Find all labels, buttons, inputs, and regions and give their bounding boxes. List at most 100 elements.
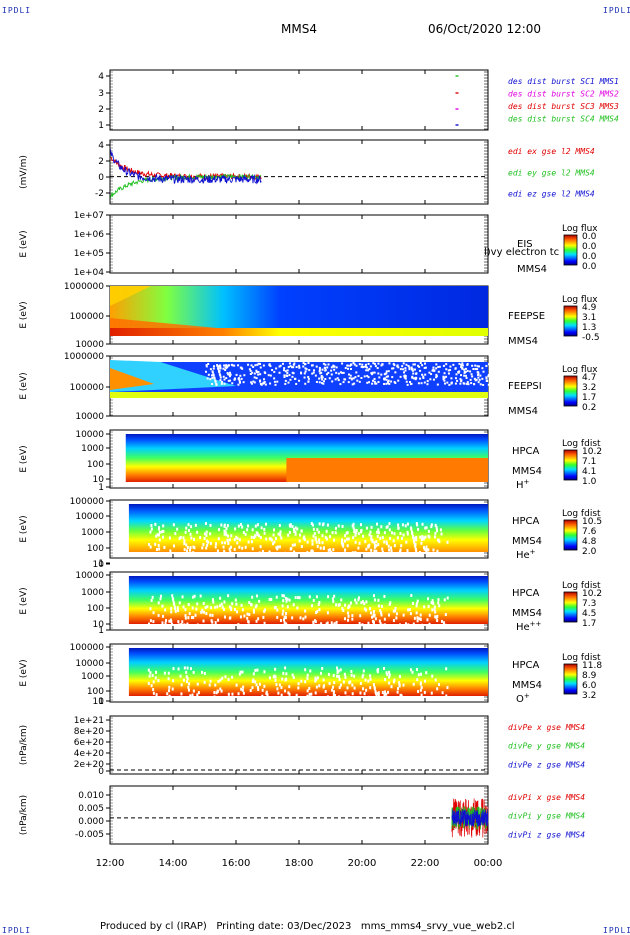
y-tick-label: 1 (98, 483, 104, 493)
colorbar-tick-label: 8.9 (582, 671, 597, 681)
feepsi-gap (403, 376, 406, 379)
hpca-gap (347, 614, 350, 618)
hpca-gap (367, 621, 370, 625)
hpca-gap (379, 609, 382, 613)
hpca-gap (409, 612, 412, 616)
feepse-corner (110, 286, 151, 306)
hpca-gap (357, 532, 360, 536)
corner-label-top-right: IPDLI (603, 6, 630, 15)
hpca-gap (300, 679, 303, 683)
feepsi-gap (205, 365, 208, 368)
hpca-gap (233, 538, 236, 542)
hpca-gap (219, 604, 222, 608)
hpca-gap (176, 527, 179, 531)
hpca-gap (383, 693, 386, 697)
hpca-gap (354, 540, 357, 544)
hpca-gap (219, 687, 222, 691)
hpca-gap (206, 543, 209, 547)
legend-entry: des dist burst SC4 MMS4 (508, 115, 619, 124)
hpca-gap (314, 691, 317, 695)
hpca-gap (395, 616, 398, 620)
hpca-gap (288, 692, 291, 696)
feepsi-gap (460, 379, 463, 382)
hpca-gap (181, 595, 184, 599)
feepsi-gap (214, 379, 217, 382)
hpca-gap (437, 682, 440, 686)
hpca-gap (353, 674, 356, 678)
hpca-gap (147, 668, 150, 672)
hpca-gap (361, 600, 364, 604)
hpca-gap (314, 676, 317, 680)
hpca-gap (206, 605, 209, 609)
hpca-gap (255, 604, 258, 608)
hpca-gap (415, 668, 418, 672)
feepsi-gap (252, 380, 255, 383)
hpca-gap (344, 534, 347, 538)
colorbar-tick-label: 2.0 (582, 547, 597, 557)
y-tick-label: 10000 (75, 571, 104, 581)
hpca-gap (371, 540, 374, 544)
feepsi-gap (455, 373, 458, 376)
hpca-gap (326, 523, 329, 527)
hpca-gap (323, 546, 326, 550)
y-axis-label: E (eV) (19, 515, 29, 542)
feepsi-gap (444, 382, 447, 385)
hpca-gap (368, 533, 371, 537)
feepsi-gap (349, 368, 352, 371)
hpca-gap (250, 540, 253, 544)
feepsi-gap (223, 382, 226, 385)
feepsi-gap (349, 364, 352, 367)
feepsi-gap (273, 377, 276, 380)
hpca-gap (200, 670, 203, 674)
hpca-gap (180, 622, 183, 626)
feepsi-gap (263, 382, 266, 385)
hpca-gap (402, 613, 405, 617)
feepsi-gap (264, 383, 267, 386)
hpca-gap (363, 692, 366, 696)
feepsi-gap (385, 378, 388, 381)
hpca-gap (318, 522, 321, 526)
hpca-gap (427, 529, 430, 533)
hpca-gap (253, 535, 256, 539)
feepsi-gap (278, 371, 281, 374)
hpca-gap (224, 615, 227, 619)
feepsi-gap (206, 377, 209, 380)
feepsi-gap (259, 362, 262, 365)
hpca-gap (365, 547, 368, 551)
feepsi-gap (304, 382, 307, 385)
feepsi-gap (224, 368, 227, 371)
hpca-gap (226, 538, 229, 542)
feepsi-gap (307, 375, 310, 378)
hpca-gap (228, 538, 231, 542)
feepsi-gap (362, 366, 365, 369)
y-tick-label: 100 (87, 460, 104, 470)
hpca-gap (417, 527, 420, 531)
hpca-gap (337, 603, 340, 607)
hpca-gap (335, 603, 338, 607)
hpca-gap (168, 694, 171, 698)
feepsi-gap (231, 382, 234, 385)
hpca-gap (444, 613, 447, 617)
hpca-gap (284, 596, 287, 600)
feepsi-gap (313, 369, 316, 372)
hpca-gap (178, 537, 181, 541)
hpca-gap (396, 690, 399, 694)
hpca-gap (216, 689, 219, 693)
feepsi-gap (387, 382, 390, 385)
feepsi-gap (218, 365, 221, 368)
hpca-gap (418, 617, 421, 621)
feepsi-gap (454, 377, 457, 380)
hpca-gap (157, 527, 160, 531)
hpca-gap (430, 523, 433, 527)
feepsi-gap (399, 375, 402, 378)
panel-frame (109, 214, 489, 274)
feepsi-gap (409, 381, 412, 384)
hpca-gap (257, 687, 260, 691)
hpca-gap (164, 621, 167, 625)
hpca-gap (223, 529, 226, 533)
hpca-gap (365, 526, 368, 530)
hpca-gap (256, 523, 259, 527)
feepsi-gap (412, 372, 415, 375)
instrument-label: FEEPSI (508, 381, 542, 392)
colorbar-tick-label: 6.0 (582, 681, 597, 691)
